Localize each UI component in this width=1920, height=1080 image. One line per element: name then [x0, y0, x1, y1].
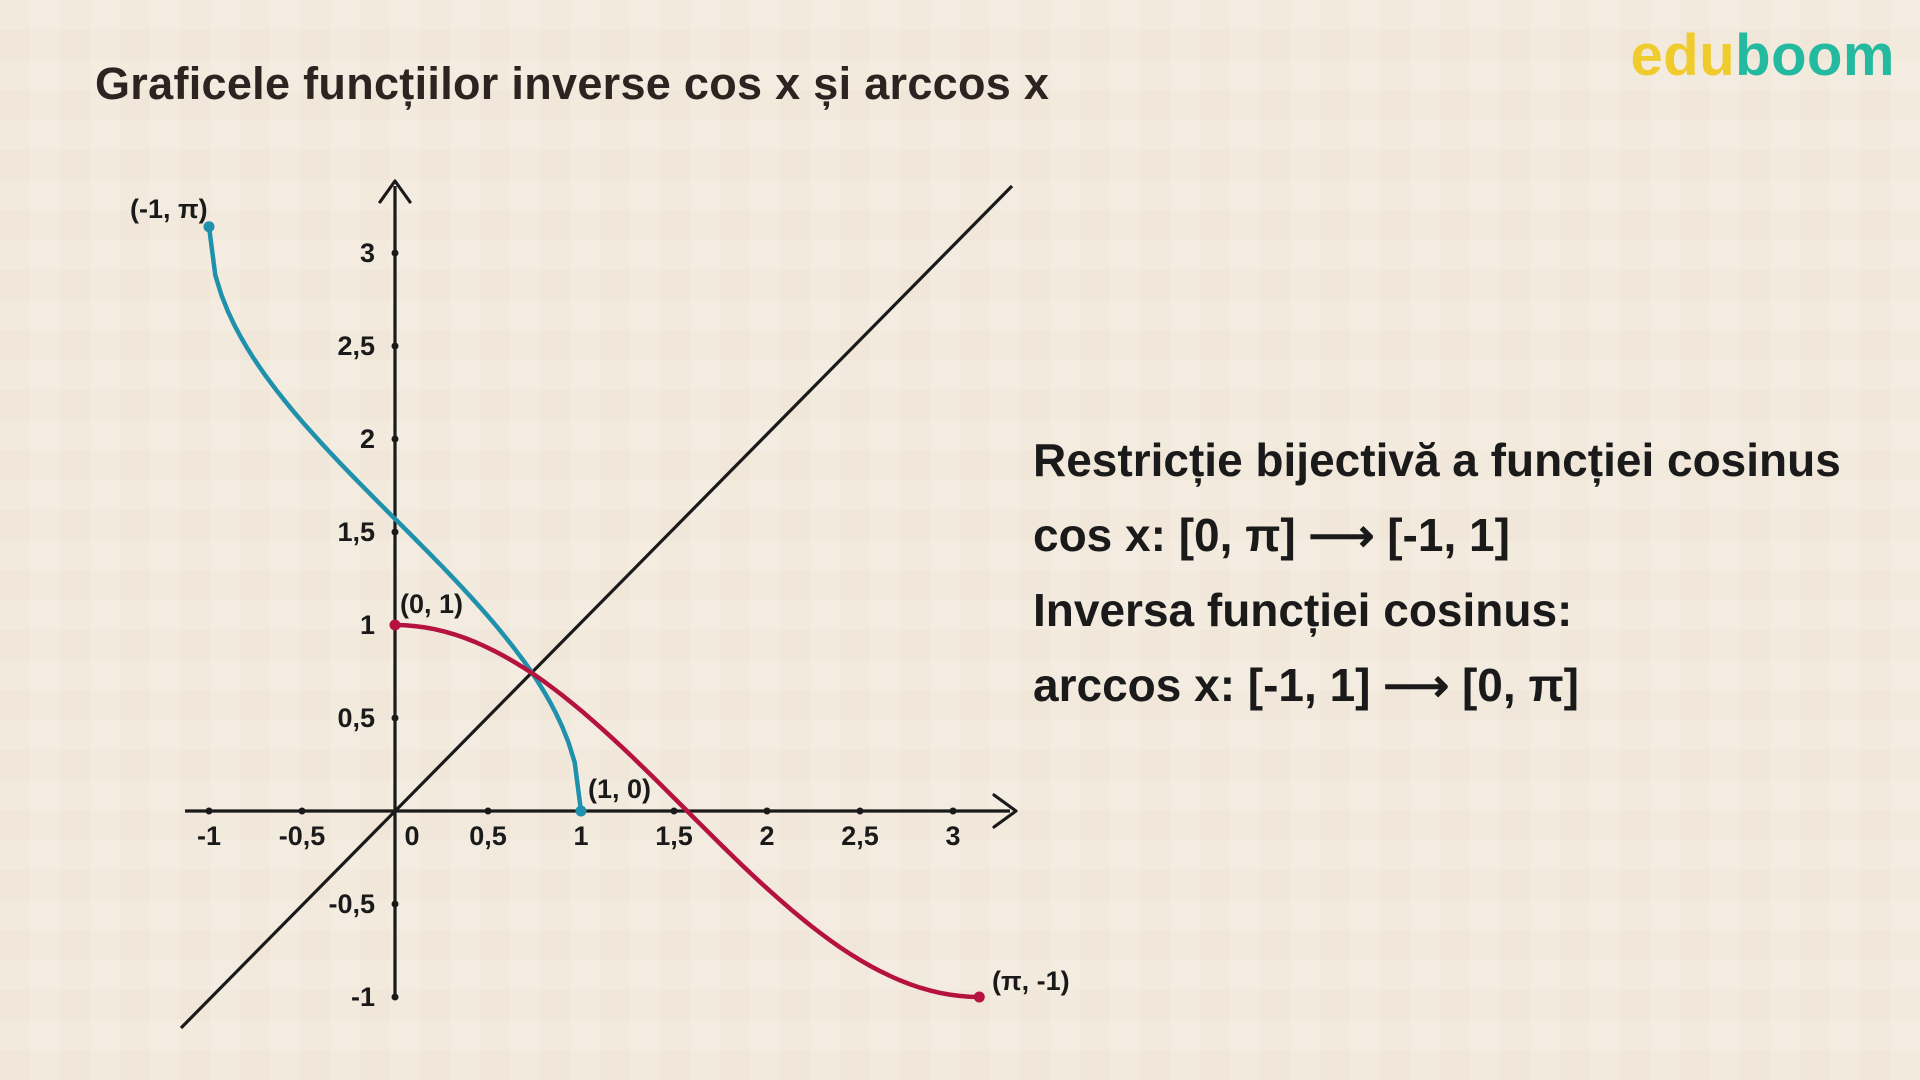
svg-text:(0, 1): (0, 1): [400, 589, 463, 619]
svg-text:3: 3: [945, 821, 960, 851]
svg-text:1,5: 1,5: [337, 517, 375, 547]
svg-text:(-1, π): (-1, π): [130, 194, 208, 224]
svg-text:2: 2: [360, 424, 375, 454]
svg-text:1,5: 1,5: [655, 821, 693, 851]
svg-text:0,5: 0,5: [337, 703, 375, 733]
svg-text:-1: -1: [197, 821, 221, 851]
svg-text:-0,5: -0,5: [328, 889, 375, 919]
svg-text:0,5: 0,5: [469, 821, 507, 851]
svg-text:2: 2: [759, 821, 774, 851]
svg-text:3: 3: [360, 238, 375, 268]
svg-text:0: 0: [404, 821, 419, 851]
svg-text:1: 1: [573, 821, 588, 851]
svg-text:2,5: 2,5: [841, 821, 879, 851]
svg-text:-0,5: -0,5: [279, 821, 326, 851]
svg-text:1: 1: [360, 610, 375, 640]
svg-text:-1: -1: [351, 982, 375, 1012]
svg-text:(1, 0): (1, 0): [588, 774, 651, 804]
svg-text:(π, -1): (π, -1): [992, 966, 1070, 996]
svg-text:2,5: 2,5: [337, 331, 375, 361]
